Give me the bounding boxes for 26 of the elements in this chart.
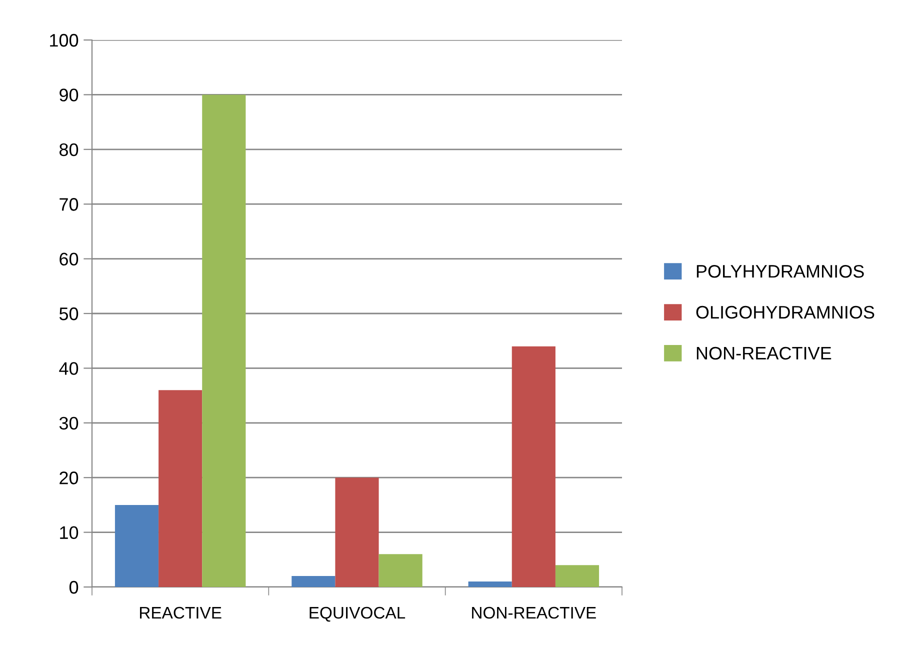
bar	[202, 94, 246, 587]
legend-label: OLIGOHYDRAMNIOS	[696, 306, 874, 319]
y-tick-label: 0	[69, 580, 78, 594]
bar	[512, 346, 556, 587]
legend-label: POLYHYDRAMNIOS	[696, 264, 864, 278]
bar	[378, 554, 422, 587]
bar	[114, 504, 159, 587]
bar	[292, 576, 336, 587]
y-tick-label: 20	[60, 472, 78, 484]
bar	[555, 565, 600, 587]
x-tick-label: EQUIVOCAL	[310, 606, 406, 622]
bar	[158, 390, 202, 587]
y-tick-label: 70	[60, 198, 78, 211]
y-tick-label: 30	[59, 416, 78, 430]
y-tick-label: 60	[60, 252, 78, 266]
y-tick-label: 90	[60, 88, 78, 102]
legend-label: NON-REACTIVE	[696, 346, 832, 360]
bar	[335, 478, 379, 587]
bar	[468, 582, 512, 587]
y-tick-label: 40	[59, 362, 78, 375]
x-tick-label: NON-REACTIVE	[472, 606, 596, 619]
y-tick-label: 10	[60, 526, 78, 540]
y-tick-label: 80	[60, 143, 78, 156]
x-tick-label: REACTIVE	[140, 606, 222, 619]
y-tick-label: 50	[59, 307, 78, 320]
y-tick-label: 100	[50, 34, 78, 47]
